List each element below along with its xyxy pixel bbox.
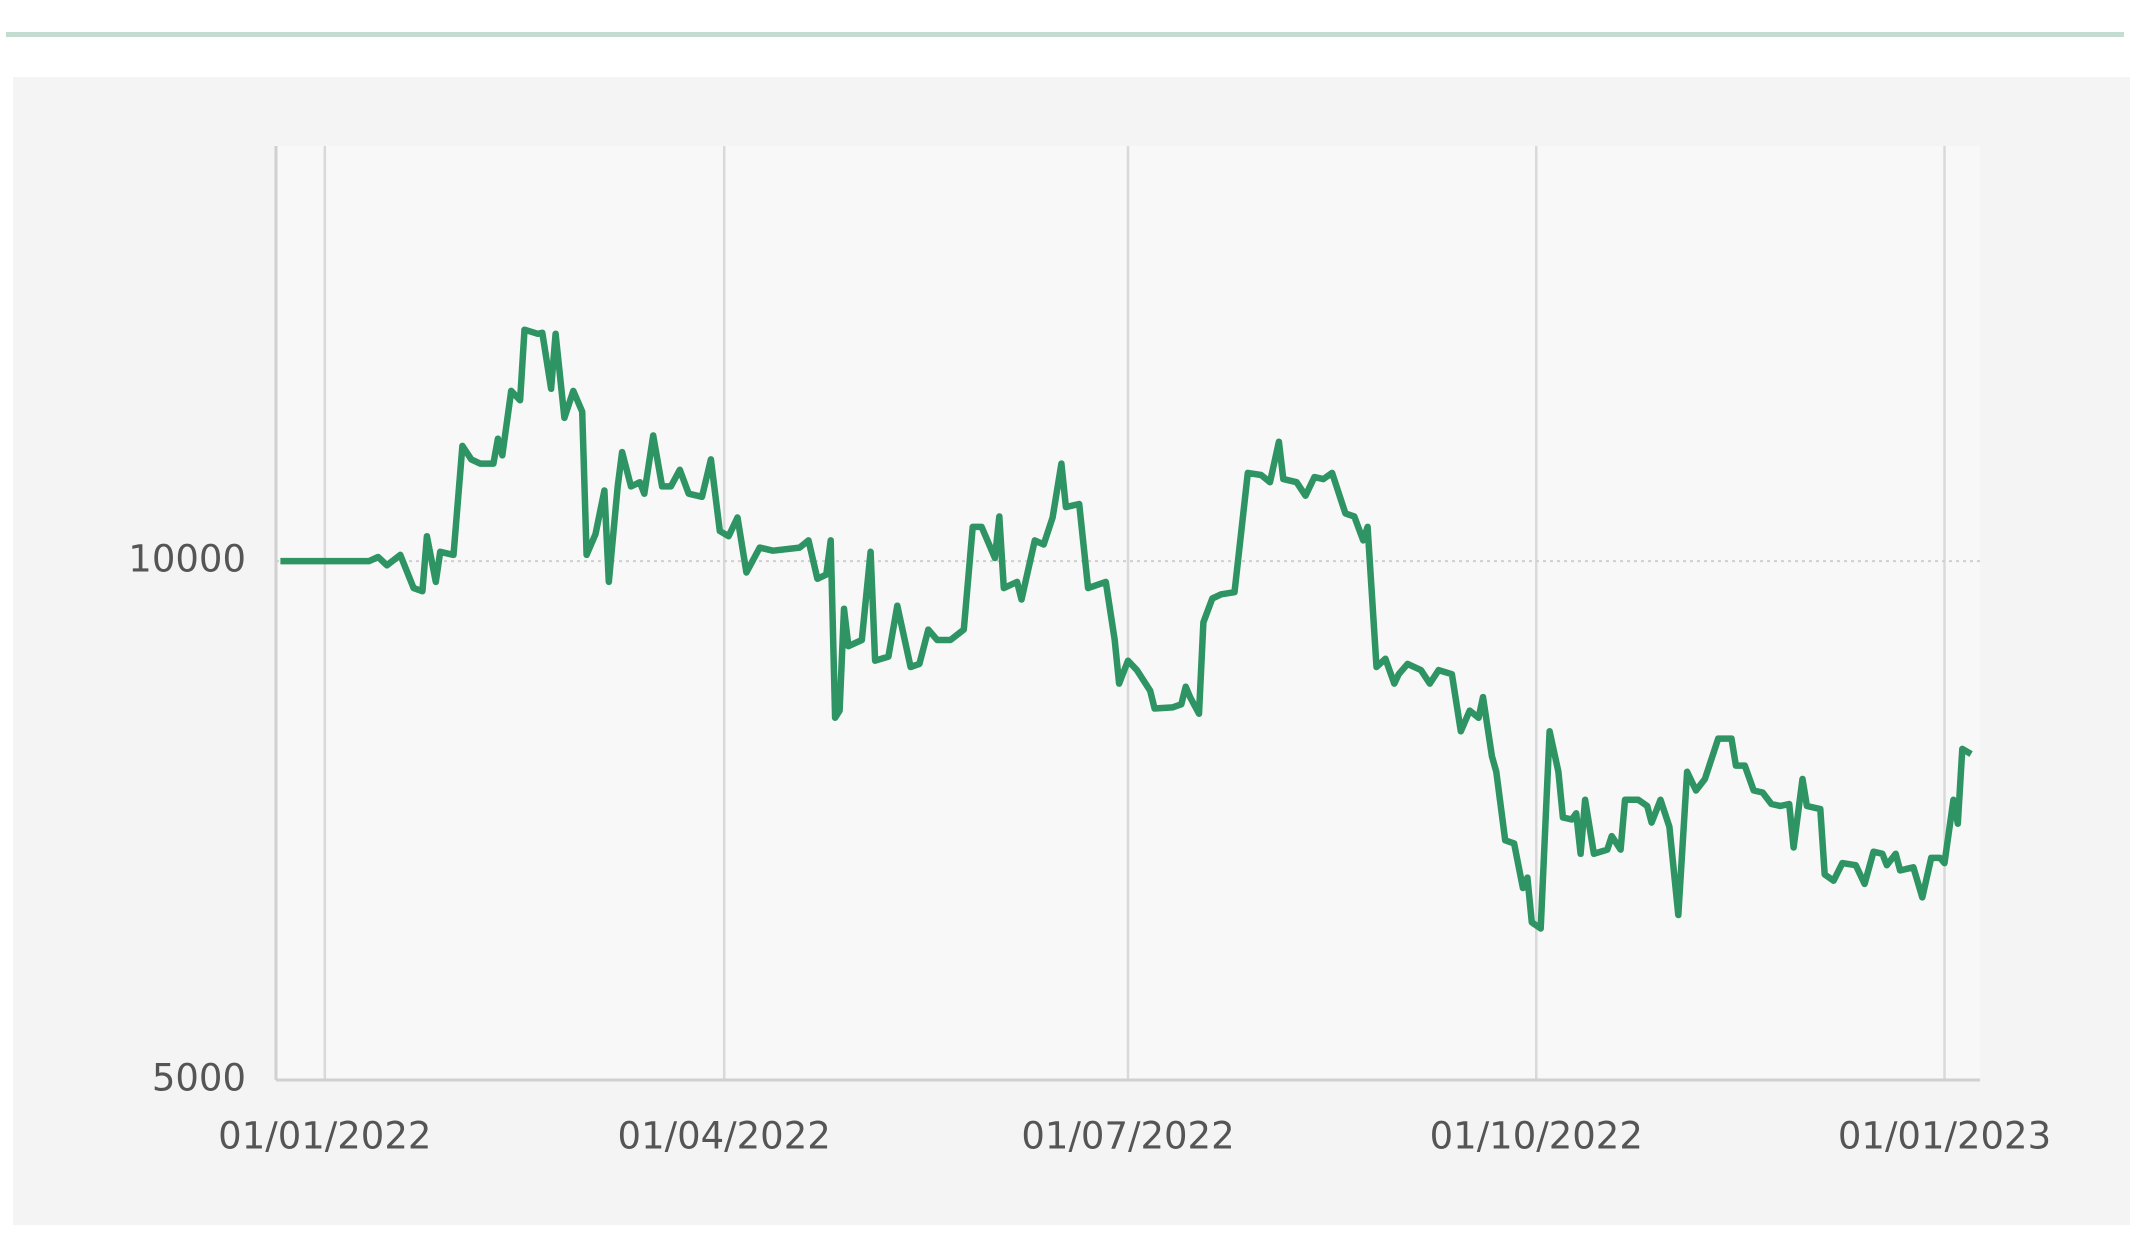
x-tick-label: 01/04/2022 <box>618 1115 831 1158</box>
top-bar <box>6 32 2124 37</box>
data-line <box>280 326 1973 932</box>
x-tick-label: 01/01/2023 <box>1838 1115 2051 1158</box>
x-tick-label: 01/01/2022 <box>218 1115 431 1158</box>
x-tick-label: 01/10/2022 <box>1430 1115 1643 1158</box>
y-tick-label: 10000 <box>128 538 246 581</box>
x-tick-label: 01/07/2022 <box>1021 1115 1234 1158</box>
y-tick-label: 5000 <box>152 1057 246 1100</box>
